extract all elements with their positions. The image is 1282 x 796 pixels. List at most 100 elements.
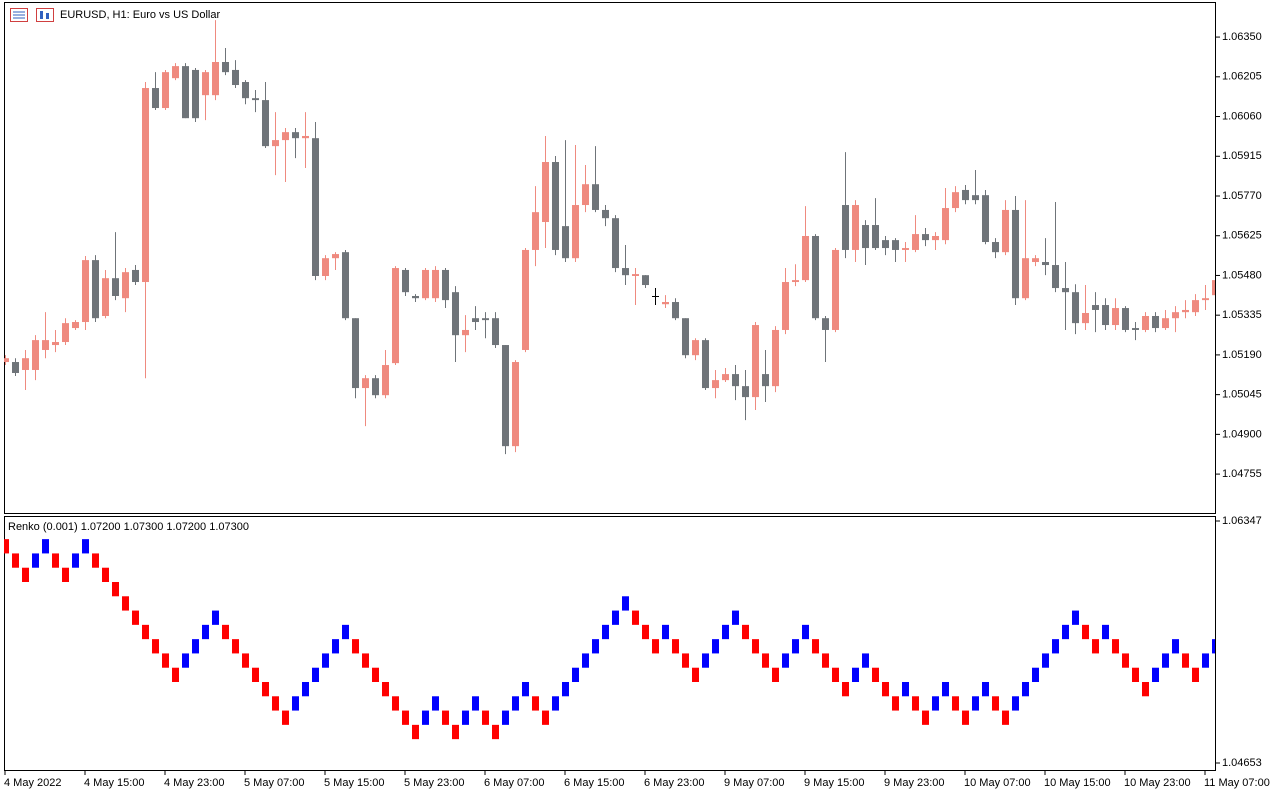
renko-brick	[742, 624, 749, 640]
renko-brick	[382, 682, 389, 697]
candle-body	[1132, 328, 1139, 330]
renko-brick	[412, 724, 419, 740]
candle-body	[1162, 318, 1169, 329]
renko-brick	[622, 596, 629, 611]
candle-body	[952, 192, 959, 209]
renko-brick	[682, 653, 689, 668]
renko-brick	[1112, 639, 1119, 654]
symbol-icons	[10, 8, 54, 22]
renko-brick	[252, 667, 259, 682]
renko-brick	[372, 667, 379, 682]
candle-body	[432, 269, 439, 299]
candle-body	[792, 280, 799, 283]
renko-brick	[642, 624, 649, 640]
candle-body	[912, 234, 919, 250]
renko-brick	[242, 653, 249, 668]
x-tick-label: 4 May 15:00	[84, 777, 145, 789]
renko-brick	[892, 696, 899, 711]
candle-body	[652, 295, 659, 297]
candle-body	[202, 72, 209, 96]
candle-body	[872, 225, 879, 249]
renko-brick	[182, 653, 189, 668]
candle-body	[832, 249, 839, 330]
renko-brick	[982, 682, 989, 697]
candle-body	[712, 380, 719, 389]
renko-brick	[42, 539, 49, 554]
candle-body	[472, 318, 479, 323]
y-tick-label: 1.05915	[1222, 150, 1262, 162]
renko-brick	[262, 682, 269, 697]
candle-body	[452, 292, 459, 336]
renko-brick	[302, 682, 309, 697]
candle-body	[92, 260, 99, 319]
renko-brick	[1212, 639, 1215, 654]
candle-body	[622, 268, 629, 276]
renko-brick	[422, 710, 429, 725]
chart-title: EURUSD, H1: Euro vs US Dollar	[60, 9, 220, 21]
candle-body	[352, 318, 359, 389]
renko-brick	[132, 610, 139, 625]
candle-body	[692, 340, 699, 356]
candle-body	[1092, 305, 1099, 310]
x-tick-label: 9 May 15:00	[804, 777, 865, 789]
renko-brick	[992, 696, 999, 711]
bricks	[4, 539, 1215, 740]
renko-brick	[1092, 639, 1099, 654]
y-tick-label: 1.05625	[1222, 230, 1262, 242]
candle-body	[822, 318, 829, 330]
candle-body	[1142, 315, 1149, 330]
renko-brick	[1202, 653, 1209, 668]
renko-brick	[312, 667, 319, 682]
y-tick-label: 1.06350	[1222, 31, 1262, 43]
candle-body	[932, 235, 939, 241]
candle-body	[212, 62, 219, 96]
candle-body	[102, 278, 109, 316]
renko-brick	[522, 682, 529, 697]
candle-body	[22, 358, 29, 370]
renko-brick	[72, 553, 79, 568]
candle-body	[1002, 209, 1009, 253]
candle-body	[1172, 312, 1179, 319]
candle-body	[772, 329, 779, 387]
candle-body	[862, 225, 869, 249]
candle-body	[962, 189, 969, 201]
candle-body	[1062, 288, 1069, 293]
renko-brick	[342, 624, 349, 640]
renko-brick	[922, 710, 929, 725]
candle-body	[142, 88, 149, 283]
candle-body	[72, 322, 79, 329]
renko-brick	[1032, 667, 1039, 682]
candle-body	[322, 258, 329, 276]
renko-brick	[722, 624, 729, 640]
renko-brick	[192, 639, 199, 654]
renko-brick	[52, 553, 59, 568]
renko-brick	[352, 639, 359, 654]
renko-brick	[652, 639, 659, 654]
renko-brick	[12, 553, 19, 568]
candle-body	[752, 325, 759, 398]
candle-body	[662, 302, 669, 305]
renko-brick	[712, 639, 719, 654]
renko-pane	[4, 516, 1216, 771]
candle-body	[982, 195, 989, 243]
renko-brick	[1042, 653, 1049, 668]
candle-body	[402, 269, 409, 293]
candle-body	[282, 132, 289, 141]
candle-body	[1192, 300, 1199, 313]
candle-body	[532, 212, 539, 250]
renko-brick	[32, 553, 39, 568]
renko-brick	[432, 696, 439, 711]
renko-brick	[1022, 682, 1029, 697]
renko-brick	[212, 610, 219, 625]
renko-brick	[202, 624, 209, 640]
candles	[4, 20, 1215, 455]
candle-body	[1072, 292, 1079, 324]
renko-brick	[952, 696, 959, 711]
renko-brick	[862, 653, 869, 668]
renko-brick	[942, 682, 949, 697]
y-tick-label: 1.05770	[1222, 190, 1262, 202]
candle-body	[332, 254, 339, 259]
candle-body	[1102, 305, 1109, 326]
candle-body	[732, 374, 739, 387]
